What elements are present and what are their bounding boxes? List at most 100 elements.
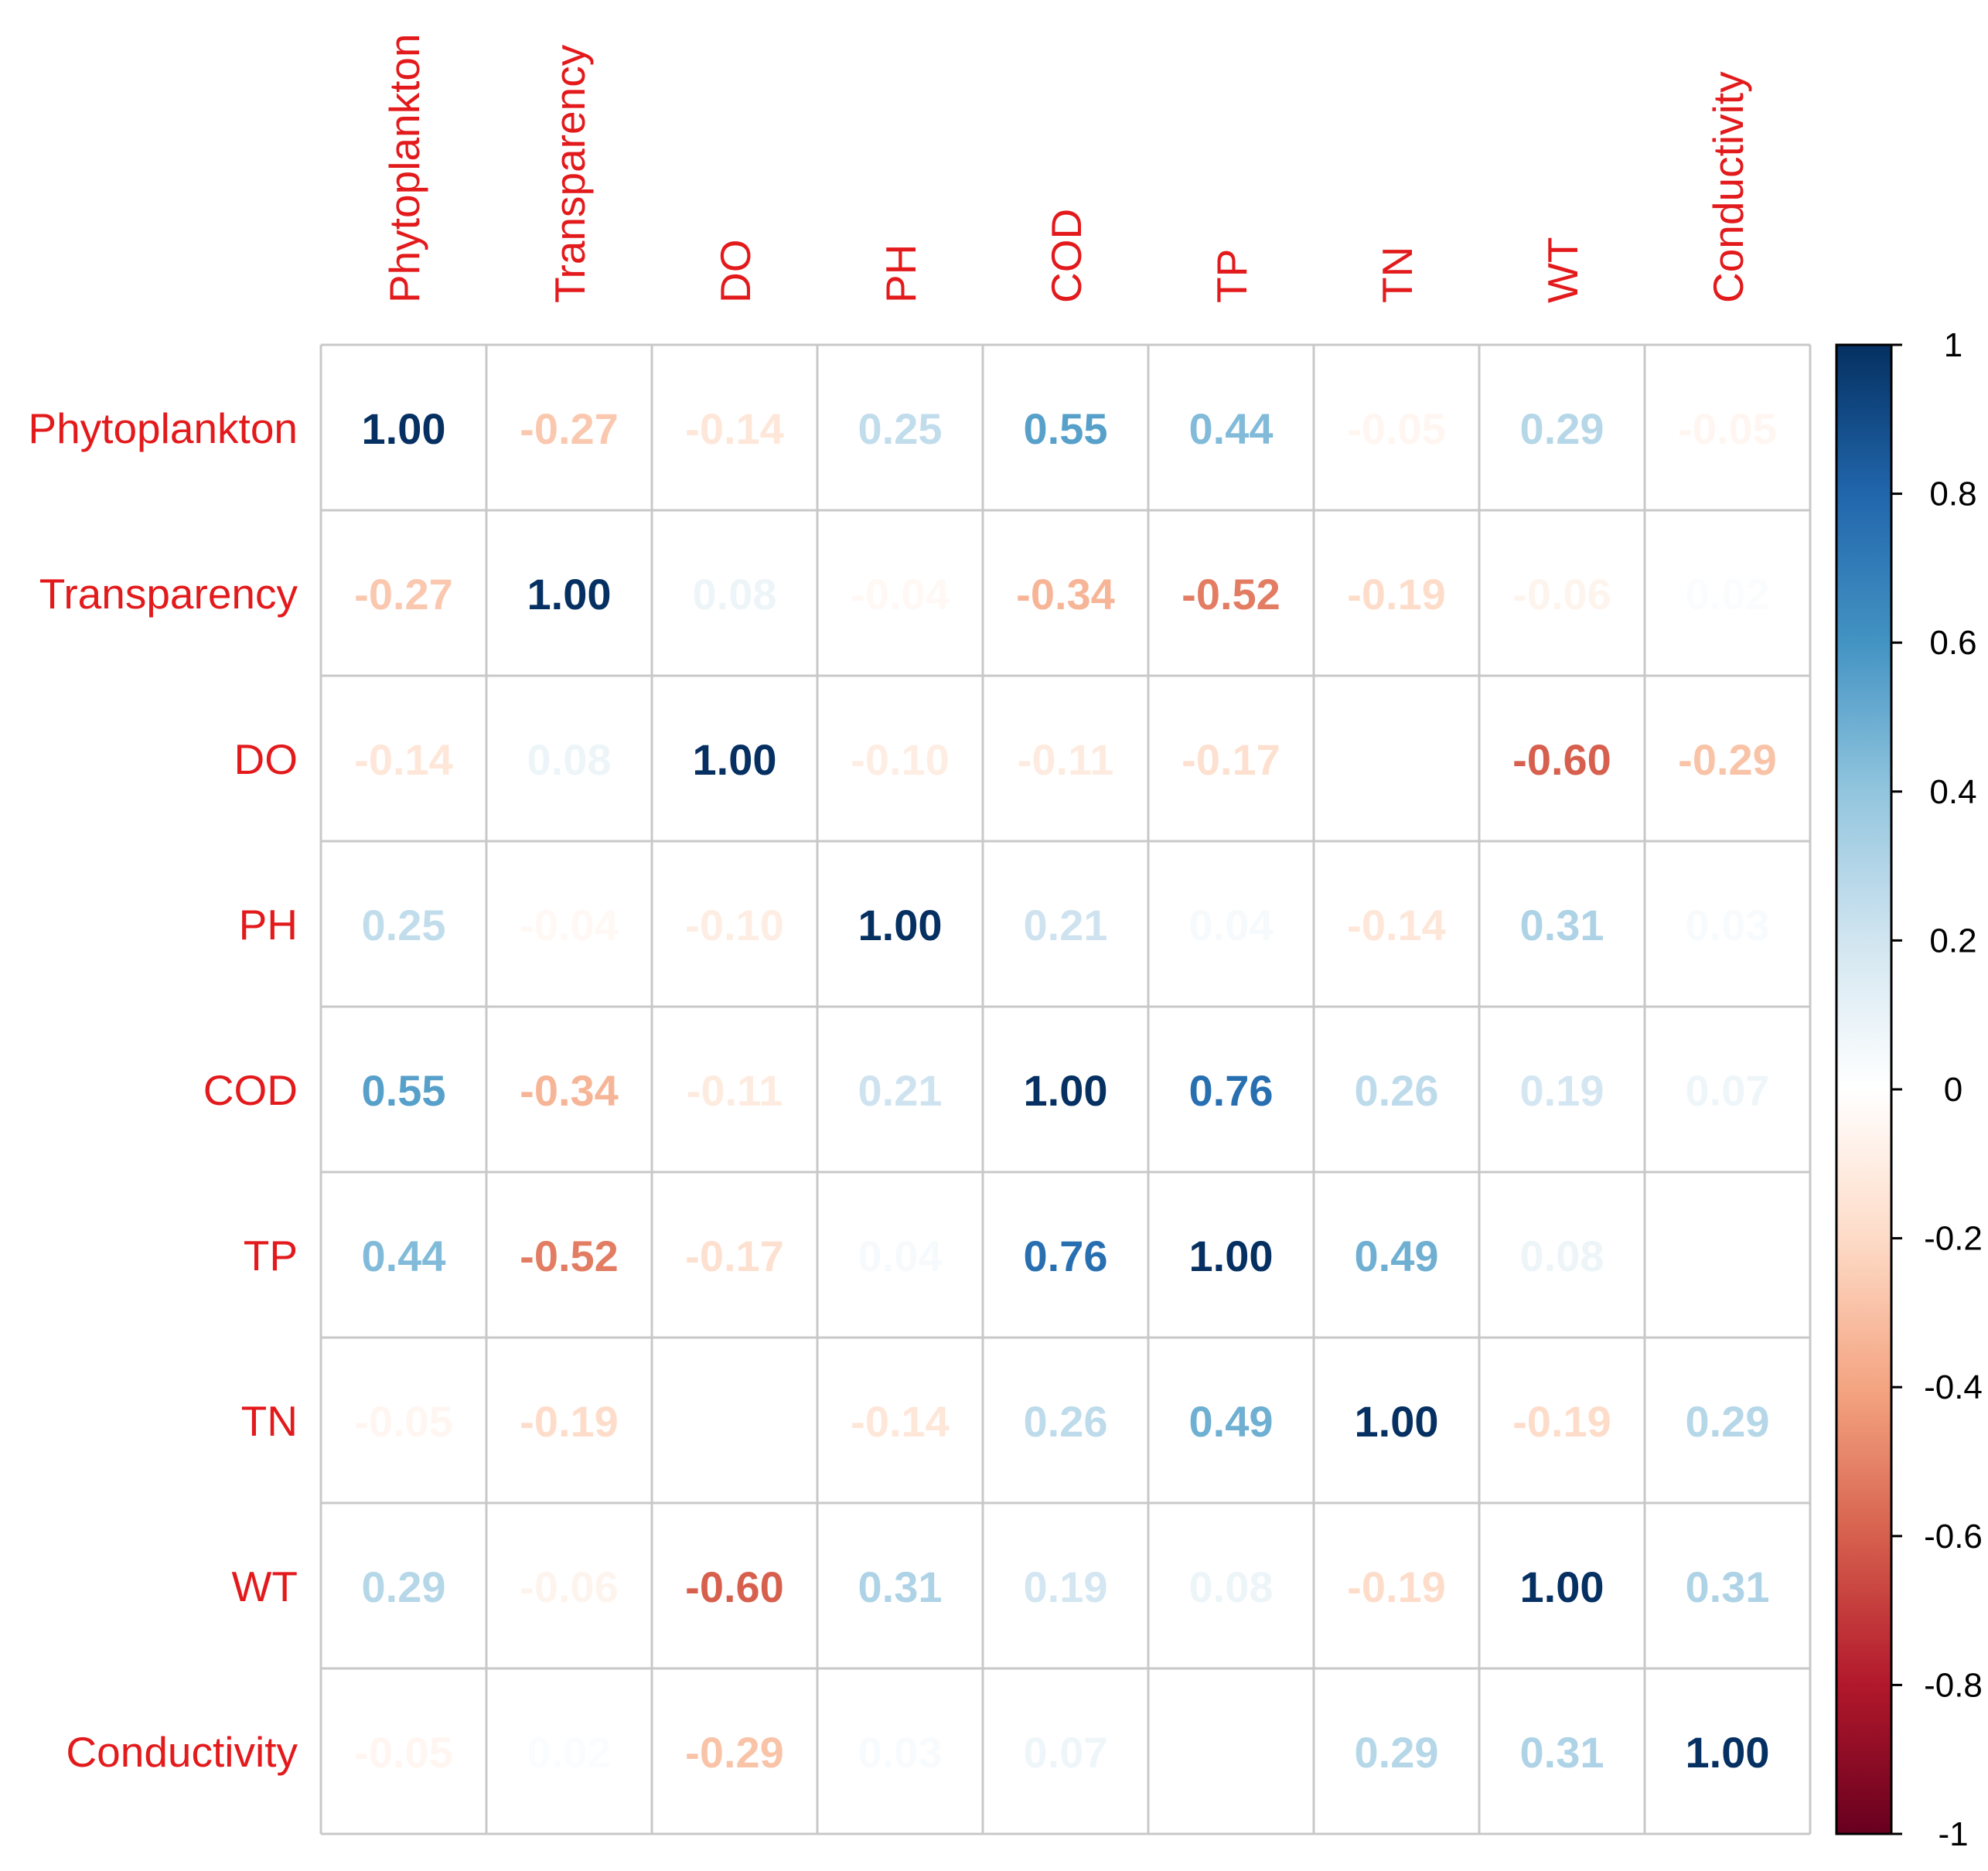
cell-value-tn-transparency: -0.19 <box>520 1397 619 1446</box>
cell-value-tp-cod: 0.76 <box>1024 1232 1108 1280</box>
cell-value-transparency-ph: -0.04 <box>851 570 950 619</box>
cell-value-tp-transparency: -0.52 <box>520 1232 619 1280</box>
grid-lines <box>319 343 1812 1835</box>
cell-value-ph-wt: 0.31 <box>1520 901 1604 949</box>
cell-value-transparency-wt: -0.06 <box>1512 570 1611 619</box>
cell-value-phytoplankton-tn: -0.05 <box>1347 404 1446 453</box>
cell-value-do-wt: -0.60 <box>1512 735 1611 784</box>
column-label-tn: TN <box>1373 247 1421 303</box>
row-label-ph: PH <box>239 901 298 949</box>
cell-value-ph-transparency: -0.04 <box>520 901 619 949</box>
cell-value-cod-transparency: -0.34 <box>520 1066 619 1115</box>
cell-value-conductivity-conductivity: 1.00 <box>1686 1728 1770 1777</box>
cell-value-tn-tp: 0.49 <box>1189 1397 1274 1446</box>
colorbar-tick-label: -0.6 <box>1924 1518 1983 1556</box>
cell-value-do-cod: -0.11 <box>1018 735 1114 784</box>
cell-value-ph-do: -0.10 <box>685 901 784 949</box>
cell-value-ph-phytoplankton: 0.25 <box>362 901 446 949</box>
cell-value-tn-tn: 1.00 <box>1355 1397 1439 1446</box>
cell-value-tn-phytoplankton: -0.05 <box>354 1397 453 1446</box>
colorbar-tick-label: -1 <box>1938 1815 1968 1853</box>
row-label-conductivity: Conductivity <box>66 1728 298 1776</box>
cell-value-ph-tp: 0.04 <box>1189 901 1274 949</box>
cell-value-phytoplankton-wt: 0.29 <box>1520 404 1604 453</box>
row-label-do: DO <box>234 735 298 783</box>
cell-value-transparency-transparency: 1.00 <box>527 570 612 619</box>
cell-value-transparency-tp: -0.52 <box>1182 570 1280 619</box>
colorbar-tick-label: -0.8 <box>1924 1666 1983 1704</box>
cell-value-tn-ph: -0.14 <box>851 1397 950 1446</box>
cell-value-tp-ph: 0.04 <box>858 1232 943 1280</box>
cell-value-conductivity-cod: 0.07 <box>1024 1728 1108 1777</box>
column-label-do: DO <box>711 240 759 304</box>
cell-value-phytoplankton-transparency: -0.27 <box>520 404 619 453</box>
cell-value-do-transparency: 0.08 <box>527 735 612 784</box>
cell-value-tp-phytoplankton: 0.44 <box>362 1232 446 1280</box>
cell-value-tp-wt: 0.08 <box>1520 1232 1604 1280</box>
cell-value-phytoplankton-do: -0.14 <box>685 404 784 453</box>
colorbar-tick-label: 0.4 <box>1929 773 1976 811</box>
cell-value-wt-cod: 0.19 <box>1024 1563 1108 1611</box>
row-label-tn: TN <box>241 1397 298 1445</box>
cell-value-conductivity-phytoplankton: -0.05 <box>354 1728 453 1777</box>
cell-value-do-tn: 0.00 <box>1355 735 1439 784</box>
cell-value-phytoplankton-cod: 0.55 <box>1024 404 1108 453</box>
cell-value-do-tp: -0.17 <box>1182 735 1280 784</box>
column-label-conductivity: Conductivity <box>1704 71 1752 303</box>
cell-value-cod-tp: 0.76 <box>1189 1066 1274 1115</box>
colorbar-tick-label: -0.4 <box>1924 1368 1983 1406</box>
cell-value-cod-do: -0.11 <box>687 1066 783 1115</box>
cell-value-do-ph: -0.10 <box>851 735 950 784</box>
colorbar: 1 0.8 0.6 0.4 0.2 0 -0.2 -0.4 -0.6 -0.8 -1 <box>1835 326 1983 1853</box>
cell-value-transparency-do: 0.08 <box>693 570 777 619</box>
colorbar-tick-label: 0.6 <box>1929 624 1976 662</box>
row-label-tp: TP <box>244 1232 298 1280</box>
cell-value-conductivity-ph: 0.03 <box>858 1728 943 1777</box>
cell-value-tn-wt: -0.19 <box>1512 1397 1611 1446</box>
cell-value-tn-cod: 0.26 <box>1024 1397 1108 1446</box>
colorbar-tick-label: 1 <box>1944 326 1962 364</box>
cell-value-phytoplankton-tp: 0.44 <box>1189 404 1274 453</box>
cell-value-conductivity-wt: 0.31 <box>1520 1728 1604 1777</box>
cell-value-do-conductivity: -0.29 <box>1678 735 1777 784</box>
cell-value-tp-tn: 0.49 <box>1355 1232 1439 1280</box>
cell-value-transparency-conductivity: 0.02 <box>1686 570 1770 619</box>
colorbar-tick-label: 0.2 <box>1929 922 1976 959</box>
row-label-phytoplankton: Phytoplankton <box>28 404 298 452</box>
column-label-wt: WT <box>1539 237 1587 303</box>
column-label-cod: COD <box>1042 209 1090 303</box>
cell-value-conductivity-tp: 0.00 <box>1189 1728 1274 1777</box>
row-label-transparency: Transparency <box>39 570 298 618</box>
cell-value-wt-phytoplankton: 0.29 <box>362 1563 446 1611</box>
cell-value-ph-cod: 0.21 <box>1024 901 1108 949</box>
cell-value-wt-tp: 0.08 <box>1189 1563 1274 1611</box>
correlation-cells: 1.00 -0.27 -0.14 0.25 0.55 0.44 -0.05 0.29 -0.05… <box>354 404 1777 1777</box>
cell-value-tn-do: 0.00 <box>693 1397 777 1446</box>
cell-value-transparency-tn: -0.19 <box>1347 570 1446 619</box>
colorbar-tick-label: 0 <box>1944 1071 1962 1109</box>
cell-value-wt-tn: -0.19 <box>1347 1563 1446 1611</box>
cell-value-wt-wt: 1.00 <box>1520 1563 1604 1611</box>
colorbar-tick-label: 0.8 <box>1929 475 1976 513</box>
cell-value-tp-conductivity: 0.00 <box>1686 1232 1770 1280</box>
column-labels: Phytoplankton Transparency DO PH COD TP TN WT Co… <box>380 33 1752 303</box>
cell-value-phytoplankton-ph: 0.25 <box>858 404 943 453</box>
cell-value-ph-ph: 1.00 <box>858 901 943 949</box>
cell-value-conductivity-do: -0.29 <box>685 1728 784 1777</box>
row-label-cod: COD <box>203 1066 298 1114</box>
cell-value-ph-tn: -0.14 <box>1347 901 1446 949</box>
cell-value-tn-conductivity: 0.29 <box>1686 1397 1770 1446</box>
cell-value-cod-tn: 0.26 <box>1355 1066 1439 1115</box>
column-label-tp: TP <box>1208 249 1256 303</box>
row-label-wt: WT <box>231 1563 298 1610</box>
column-label-phytoplankton: Phytoplankton <box>380 33 428 303</box>
column-label-ph: PH <box>877 244 925 303</box>
column-label-transparency: Transparency <box>546 44 594 303</box>
cell-value-transparency-phytoplankton: -0.27 <box>354 570 453 619</box>
cell-value-do-phytoplankton: -0.14 <box>354 735 453 784</box>
cell-value-tp-tp: 1.00 <box>1189 1232 1274 1280</box>
cell-value-wt-conductivity: 0.31 <box>1686 1563 1770 1611</box>
colorbar-gradient <box>1835 343 1893 1835</box>
row-labels: Phytoplankton Transparency DO PH COD TP TN WT Co… <box>28 404 298 1776</box>
